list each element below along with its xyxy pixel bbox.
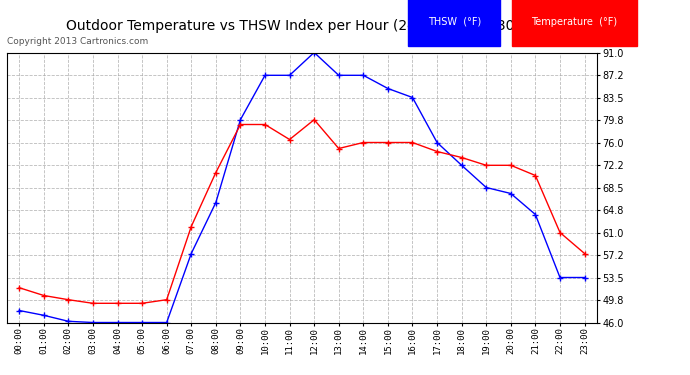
Text: THSW  (°F): THSW (°F) <box>428 17 481 27</box>
Text: Outdoor Temperature vs THSW Index per Hour (24 Hours) 20130508: Outdoor Temperature vs THSW Index per Ho… <box>66 19 541 33</box>
Text: Temperature  (°F): Temperature (°F) <box>531 17 618 27</box>
Text: Copyright 2013 Cartronics.com: Copyright 2013 Cartronics.com <box>7 38 148 46</box>
